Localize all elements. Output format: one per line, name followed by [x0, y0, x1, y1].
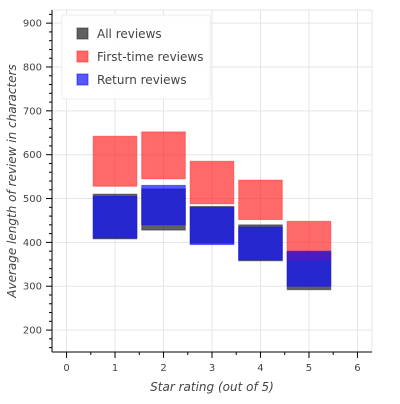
x-axis-title: Star rating (out of 5): [150, 380, 274, 394]
x-tick-label: 1: [112, 363, 118, 374]
box-return-reviews-1: [92, 195, 138, 239]
box-return-reviews-4: [238, 226, 283, 261]
box-return-reviews-3: [189, 206, 235, 246]
box-first-time-reviews-3: [189, 160, 235, 205]
x-tick-label: 4: [257, 363, 263, 374]
y-tick-label: 700: [23, 106, 42, 117]
x-tick-label: 5: [306, 363, 312, 374]
box-return-reviews-5: [286, 250, 332, 287]
x-tick-label: 3: [209, 363, 215, 374]
x-tick-label: 0: [63, 363, 69, 374]
legend: All reviews First-time reviews Return revi…: [61, 14, 211, 100]
legend-swatch: [76, 73, 89, 86]
legend-label: Return reviews: [97, 73, 187, 87]
y-tick-label: 900: [23, 19, 42, 30]
y-tick-label: 600: [23, 150, 42, 161]
legend-label: First-time reviews: [97, 50, 203, 64]
y-axis-title: Average length of review in characters: [5, 64, 19, 298]
x-tick-label: 6: [354, 363, 360, 374]
box-first-time-reviews-1: [92, 135, 138, 187]
box-first-time-reviews-4: [238, 179, 283, 221]
y-tick-label: 500: [23, 194, 42, 205]
box-first-time-reviews-2: [141, 131, 186, 180]
legend-swatch: [76, 27, 89, 40]
legend-swatch: [76, 50, 89, 63]
box-return-reviews-2: [141, 184, 186, 226]
y-tick-label: 200: [23, 326, 42, 337]
boxes: [92, 131, 332, 291]
legend-label: All reviews: [97, 27, 162, 41]
y-tick-label: 300: [23, 282, 42, 293]
y-tick-label: 800: [23, 63, 42, 74]
axes: 0 1 2 3 4 5 6 200 300 400 500 600 700 800 900: [23, 10, 372, 374]
y-tick-label: 400: [23, 238, 42, 249]
x-tick-label: 2: [160, 363, 166, 374]
